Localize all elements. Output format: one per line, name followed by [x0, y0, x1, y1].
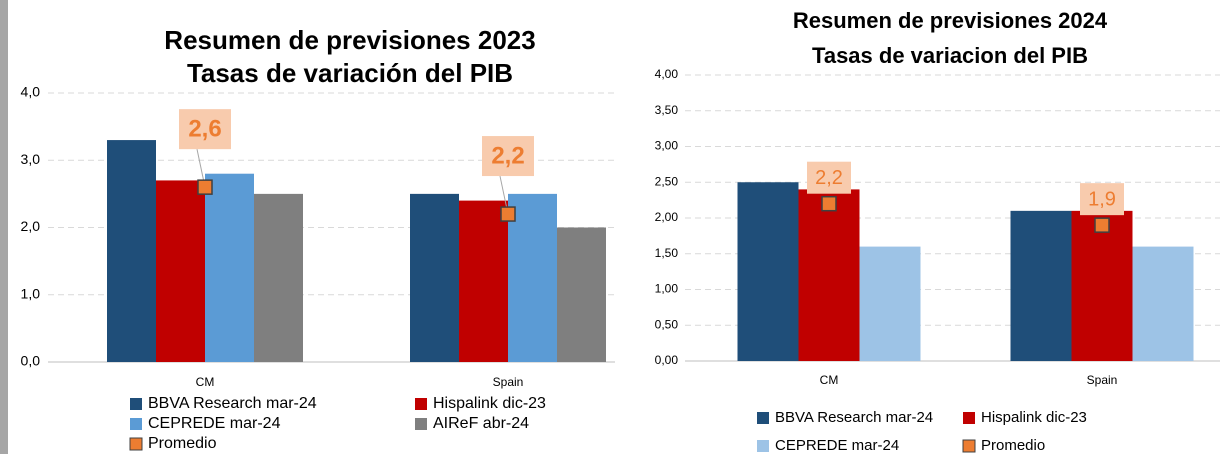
legend-swatch [757, 440, 769, 452]
bar [254, 193, 303, 362]
y-tick-label: 3,0 [21, 151, 41, 167]
bar [859, 246, 921, 361]
x-tick-label: Spain [1087, 373, 1118, 387]
bar [410, 193, 459, 362]
bar [1071, 210, 1133, 361]
bar [107, 140, 156, 362]
x-tick-label: Spain [493, 375, 524, 389]
legend-swatch [415, 398, 427, 410]
legend-swatch [130, 418, 142, 430]
marker [821, 195, 837, 212]
y-tick-label: 1,0 [21, 285, 41, 301]
y-tick-label: 0,00 [655, 353, 679, 367]
legend-swatch [757, 412, 769, 424]
y-tick-label: 3,00 [655, 139, 679, 153]
marker [1094, 217, 1110, 233]
y-tick-label: 3,50 [655, 103, 679, 117]
legend-label: CEPREDE mar-24 [148, 415, 281, 432]
y-tick-label: 1,00 [655, 282, 679, 296]
bar [508, 193, 557, 362]
legend-swatch [963, 412, 975, 424]
y-tick-label: 4,0 [21, 84, 41, 100]
bar [798, 189, 860, 361]
data-label: 2,2 [491, 142, 524, 169]
legend-label: AIReF abr-24 [433, 415, 529, 432]
legend-label: BBVA Research mar-24 [148, 395, 317, 412]
bar [205, 173, 254, 362]
data-label: 2,6 [188, 115, 221, 142]
side-strip [0, 0, 8, 454]
data-label: 2,2 [815, 167, 843, 189]
bar [557, 227, 606, 362]
bar [459, 200, 508, 362]
legend-label: BBVA Research mar-24 [775, 409, 933, 426]
y-tick-label: 2,0 [21, 218, 41, 234]
chart-title: Resumen de previsiones 2024 [793, 8, 1108, 33]
bar [737, 182, 799, 361]
y-tick-label: 2,50 [655, 174, 679, 188]
legend-label: Promedio [981, 437, 1045, 454]
label-box [179, 109, 231, 150]
bar [1132, 246, 1194, 361]
label-box [807, 161, 851, 194]
label-box [1080, 183, 1124, 216]
chart-subtitle: Tasas de variacion del PIB [812, 43, 1088, 68]
chart-subtitle: Tasas de variación del PIB [187, 58, 513, 88]
label-box [482, 136, 534, 177]
chart-title: Resumen de previsiones 2023 [164, 25, 535, 55]
marker [500, 206, 516, 222]
legend-swatch [130, 398, 142, 410]
marker [197, 179, 213, 195]
y-tick-label: 1,50 [655, 246, 679, 260]
legend-label: Hispalink dic-23 [433, 395, 546, 412]
legend-label: Hispalink dic-23 [981, 409, 1087, 426]
y-tick-label: 2,00 [655, 210, 679, 224]
legend-label: CEPREDE mar-24 [775, 437, 899, 454]
legend-swatch [129, 437, 143, 451]
y-tick-label: 4,00 [655, 67, 679, 81]
data-label: 1,9 [1088, 188, 1116, 210]
x-tick-label: CM [820, 373, 839, 387]
y-tick-label: 0,50 [655, 317, 679, 331]
bar [1010, 210, 1072, 361]
y-tick-label: 0,0 [21, 353, 41, 369]
legend-swatch [962, 439, 976, 453]
legend-label: Promedio [148, 435, 217, 452]
legend-swatch [415, 418, 427, 430]
x-tick-label: CM [196, 375, 215, 389]
bar [156, 180, 205, 362]
